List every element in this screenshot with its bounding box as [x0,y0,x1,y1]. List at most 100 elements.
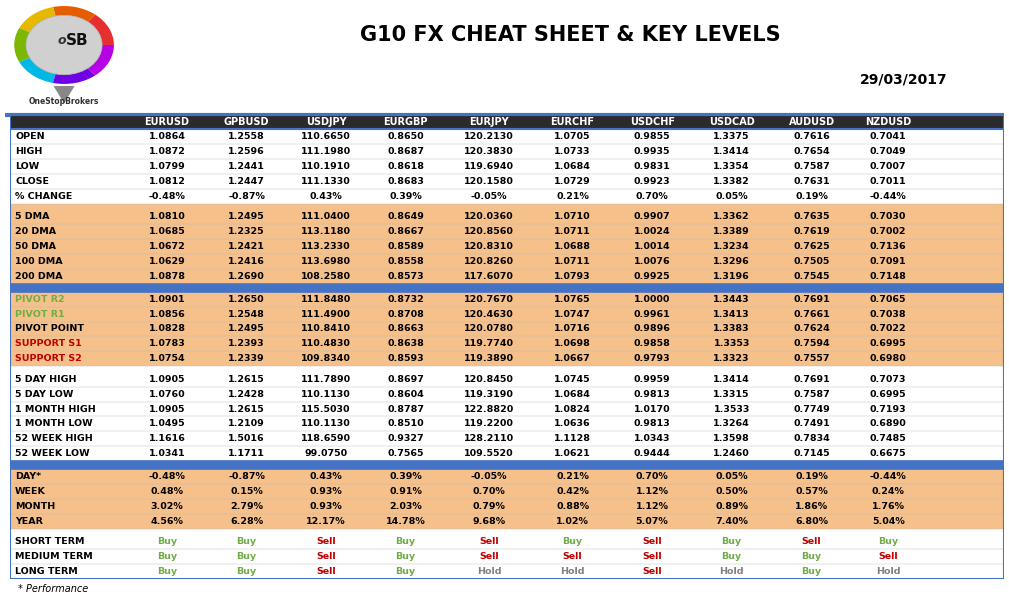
Text: 0.9444: 0.9444 [634,449,671,458]
Text: 0.7587: 0.7587 [793,390,830,399]
Bar [10,115,1004,130]
Text: 120.2130: 120.2130 [464,133,514,141]
Text: 0.7557: 0.7557 [793,354,829,363]
Text: 0.8510: 0.8510 [387,420,424,428]
Text: 1.3354: 1.3354 [713,162,750,171]
Text: 1.0783: 1.0783 [148,339,186,349]
Text: 0.7041: 0.7041 [870,133,906,141]
Text: Hold: Hold [560,567,585,576]
Text: 0.42%: 0.42% [556,487,589,496]
Text: 0.9813: 0.9813 [634,420,671,428]
Text: 1.3383: 1.3383 [713,324,750,333]
Text: 3.02%: 3.02% [150,502,184,511]
Text: 1.2690: 1.2690 [228,272,265,281]
Text: 119.3890: 119.3890 [464,354,515,363]
Text: Buy: Buy [396,552,416,561]
Text: 119.2200: 119.2200 [464,420,514,428]
Text: 0.24%: 0.24% [872,487,905,496]
Text: 0.8787: 0.8787 [387,405,424,414]
Bar [10,321,1004,336]
Wedge shape [14,28,30,62]
Text: 5.07%: 5.07% [636,517,669,526]
Text: 1.1128: 1.1128 [554,434,591,443]
Text: 0.8663: 0.8663 [387,324,424,333]
Text: -0.44%: -0.44% [870,192,906,201]
Bar [10,269,1004,284]
Text: 0.21%: 0.21% [556,472,589,481]
Text: 0.7654: 0.7654 [793,147,830,156]
Text: 1.0905: 1.0905 [149,405,186,414]
Text: 1.3413: 1.3413 [713,309,750,318]
Text: 1.0684: 1.0684 [554,162,591,171]
Text: 0.7619: 0.7619 [793,227,830,236]
Text: 1.0024: 1.0024 [634,227,670,236]
Text: 0.9961: 0.9961 [634,309,671,318]
Text: 0.9831: 0.9831 [634,162,671,171]
Text: 1.0636: 1.0636 [554,420,591,428]
Text: 0.7136: 0.7136 [870,242,906,251]
Text: Sell: Sell [317,552,336,561]
Bar [10,529,1004,534]
Text: Buy: Buy [396,537,416,546]
Text: 1.3296: 1.3296 [713,257,750,266]
Text: 0.7834: 0.7834 [793,434,830,443]
Text: OPEN: OPEN [15,133,44,141]
Text: 1.0765: 1.0765 [554,295,591,304]
Text: 1.2548: 1.2548 [228,309,265,318]
Text: 1.0684: 1.0684 [554,390,591,399]
Text: Sell: Sell [479,552,498,561]
Bar [10,224,1004,239]
Text: 1.3196: 1.3196 [713,272,750,281]
Text: 1.76%: 1.76% [872,502,905,511]
Text: 0.7661: 0.7661 [793,309,830,318]
Text: 111.1980: 111.1980 [301,147,351,156]
Text: 0.57%: 0.57% [795,487,828,496]
Text: 111.8480: 111.8480 [301,295,351,304]
Bar [10,209,1004,224]
Text: 1.3323: 1.3323 [713,354,750,363]
Text: 1.0745: 1.0745 [554,375,591,384]
Text: 0.43%: 0.43% [310,192,342,201]
Text: 0.9327: 0.9327 [387,434,424,443]
Text: 1.3264: 1.3264 [713,420,750,428]
Text: 1.02%: 1.02% [556,517,589,526]
Text: 0.7749: 0.7749 [793,405,830,414]
Text: 9.68%: 9.68% [472,517,506,526]
Text: 113.1180: 113.1180 [301,227,351,236]
Text: 1.0760: 1.0760 [148,390,186,399]
Text: 0.7065: 0.7065 [870,295,906,304]
Text: 120.0780: 120.0780 [464,324,514,333]
Bar [10,130,1004,144]
Text: 0.93%: 0.93% [310,487,342,496]
Text: 1.2495: 1.2495 [228,212,265,221]
Text: 0.7616: 0.7616 [793,133,830,141]
Text: -0.48%: -0.48% [148,192,186,201]
Text: 1.0901: 1.0901 [148,295,186,304]
Text: -0.05%: -0.05% [471,472,508,481]
Text: 1.0014: 1.0014 [634,242,670,251]
Text: 1.0343: 1.0343 [634,434,670,443]
Text: 0.9935: 0.9935 [634,147,670,156]
Text: 0.7049: 0.7049 [870,147,906,156]
Text: 1.3414: 1.3414 [713,147,750,156]
Text: 0.6890: 0.6890 [870,420,906,428]
Text: EURUSD: EURUSD [144,117,190,127]
Text: 0.6995: 0.6995 [870,339,906,349]
Text: 20 DMA: 20 DMA [15,227,57,236]
Text: 200 DMA: 200 DMA [15,272,63,281]
Text: 1.0905: 1.0905 [149,375,186,384]
Text: 1.12%: 1.12% [636,487,669,496]
Text: CLOSE: CLOSE [15,177,49,186]
Text: 0.8650: 0.8650 [387,133,424,141]
Text: Hold: Hold [477,567,501,576]
Text: 1.0799: 1.0799 [148,162,186,171]
Text: 0.7625: 0.7625 [793,242,830,251]
Bar [10,159,1004,174]
Text: 0.8697: 0.8697 [387,375,424,384]
Text: -0.48%: -0.48% [148,472,186,481]
Bar [10,174,1004,189]
Text: 1.2339: 1.2339 [228,354,265,363]
Text: 6.80%: 6.80% [795,517,828,526]
Text: 0.15%: 0.15% [230,487,263,496]
Text: 1.0698: 1.0698 [554,339,591,349]
